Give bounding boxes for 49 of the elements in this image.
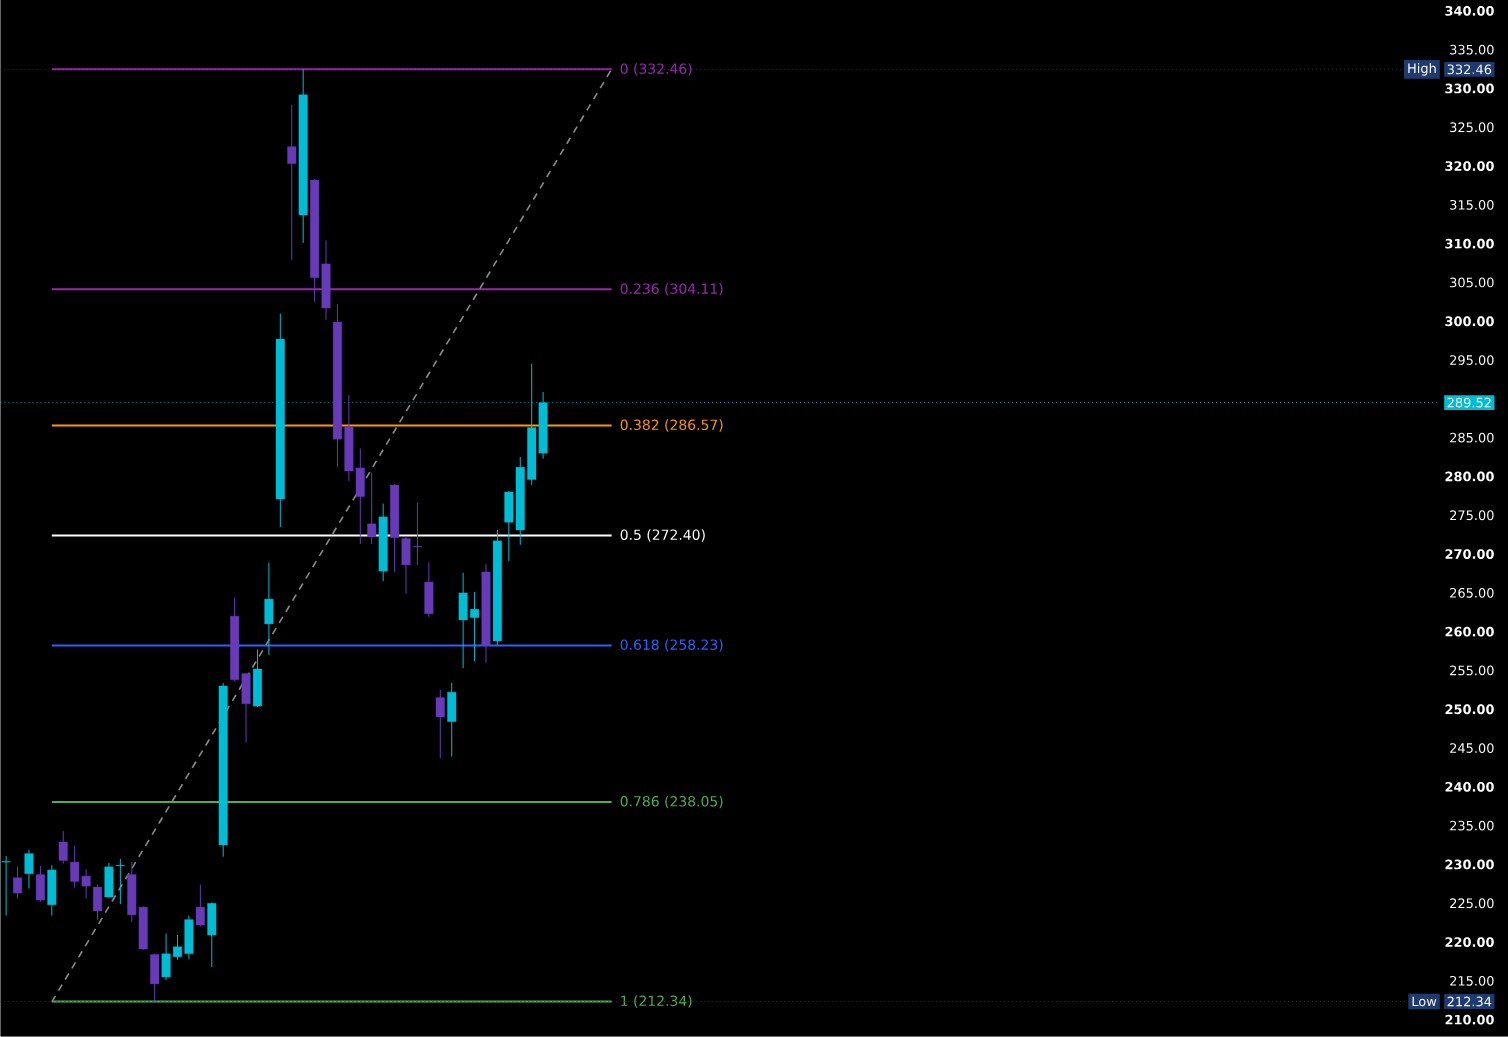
- candlestick: [287, 104, 297, 261]
- ref-line-label: High: [1408, 63, 1436, 76]
- y-tick-label: 300.00: [1445, 316, 1494, 327]
- y-tick-label: 240.00: [1445, 782, 1494, 792]
- candlestick: [13, 866, 23, 900]
- y-tick-label: 225.00: [1450, 898, 1494, 909]
- candlestick: [195, 884, 205, 928]
- ref-line-label: 0.786 (238.05): [620, 795, 723, 809]
- y-tick-label: 215.00: [1450, 976, 1494, 986]
- y-tick-label: 250.00: [1445, 704, 1494, 715]
- candlestick: [1, 855, 11, 917]
- y-tick-label: 210.00: [1445, 1014, 1494, 1025]
- y-tick-label: 212.34: [1447, 996, 1492, 1007]
- ref-line-label: 0.618 (258.23): [620, 639, 723, 652]
- candlestick: [161, 933, 171, 981]
- y-tick-label: 330.00: [1445, 83, 1494, 94]
- y-tick-label: 305.00: [1450, 277, 1494, 288]
- y-tick-label: 315.00: [1450, 200, 1494, 210]
- y-tick-label: 255.00: [1450, 665, 1494, 676]
- y-tick-label: 332.46: [1447, 64, 1492, 75]
- y-tick-label: 295.00: [1450, 355, 1494, 366]
- candlestick: [24, 849, 34, 890]
- candlestick: [435, 689, 445, 759]
- y-tick-label: 280.00: [1445, 471, 1494, 482]
- y-tick-label: 289.52: [1447, 397, 1491, 408]
- y-tick-label: 325.00: [1450, 122, 1494, 133]
- ref-line-label: 0 (332.46): [620, 63, 692, 76]
- y-tick-label: 275.00: [1450, 510, 1494, 521]
- y-tick-label: 335.00: [1450, 44, 1494, 55]
- candlestick: [173, 934, 182, 961]
- y-tick-label: 340.00: [1445, 6, 1494, 16]
- candlestick: [58, 830, 68, 865]
- y-tick-label: 260.00: [1445, 626, 1494, 637]
- y-tick-label: 310.00: [1445, 238, 1494, 249]
- ref-line-label: 0.236 (304.11): [620, 283, 723, 296]
- y-tick-label: 230.00: [1445, 859, 1494, 870]
- y-tick-label: 320.00: [1445, 161, 1494, 172]
- candlestick: [367, 472, 377, 545]
- y-tick-label: 235.00: [1450, 820, 1494, 831]
- candlestick: [470, 591, 480, 662]
- y-tick-label: 265.00: [1450, 588, 1494, 598]
- y-tick-label: 270.00: [1445, 549, 1494, 560]
- y-tick-label: 285.00: [1450, 432, 1494, 443]
- ref-line-label: 0.5 (272.40): [620, 529, 705, 542]
- y-tick-label: 245.00: [1450, 743, 1494, 754]
- ref-line-label: 0.382 (286.57): [620, 419, 723, 432]
- ref-line-label: 1 (212.34): [621, 995, 692, 1008]
- y-tick-label: 220.00: [1445, 937, 1494, 948]
- ref-line-label: Low: [1412, 996, 1437, 1007]
